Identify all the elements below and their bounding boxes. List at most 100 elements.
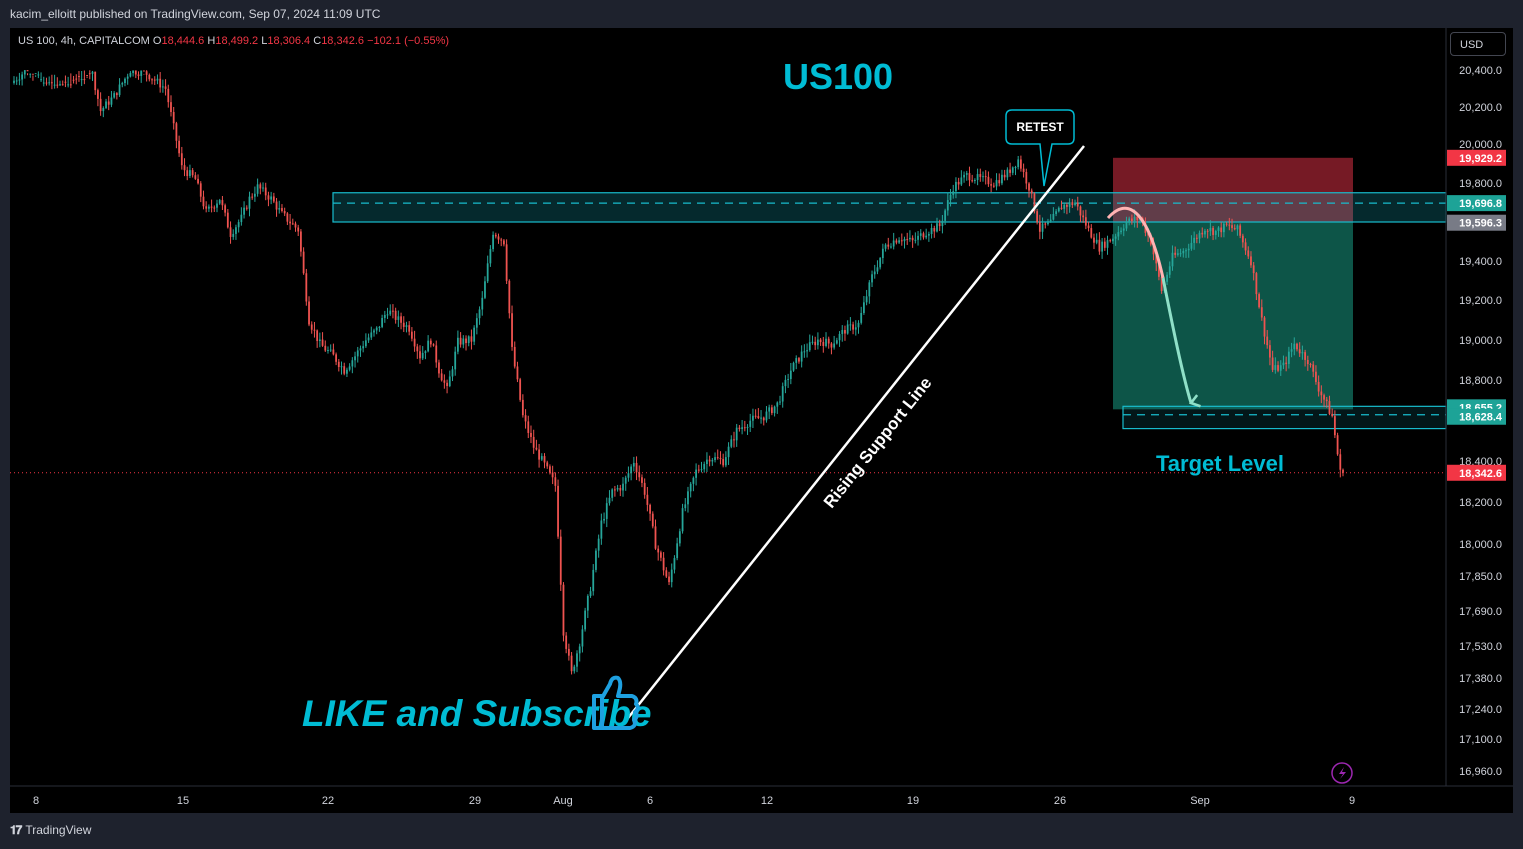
candle-body	[863, 302, 865, 313]
candle-body	[475, 318, 478, 328]
candle-body	[1120, 230, 1122, 233]
candle-body	[343, 366, 346, 374]
candle-body	[884, 244, 887, 249]
tradingview-logo[interactable]: 𝟏𝟕 TradingView	[10, 823, 91, 838]
candle-body	[1122, 228, 1125, 231]
candle-body	[789, 370, 792, 380]
candle-body	[383, 315, 386, 318]
candle-body	[429, 340, 432, 345]
candle-body	[562, 584, 565, 636]
candle-body	[933, 227, 936, 232]
candle-body	[1020, 159, 1022, 169]
candle-body	[638, 472, 641, 478]
candle-body	[941, 220, 944, 227]
price-tick-label: 19,400.0	[1459, 256, 1502, 268]
candle-body	[1231, 225, 1233, 228]
candle-body	[53, 84, 56, 86]
candle-body	[616, 488, 619, 490]
candle-body	[229, 227, 232, 237]
candle-body	[240, 214, 243, 223]
candle-body	[846, 324, 849, 334]
candle-body	[267, 195, 270, 200]
candle-body	[316, 330, 319, 341]
candle-body	[1057, 207, 1060, 212]
candle-body	[394, 310, 397, 320]
candle-body	[724, 457, 727, 466]
candle-body	[643, 482, 646, 495]
candle-body	[795, 358, 798, 363]
candle-body	[673, 558, 676, 570]
candle-body	[692, 477, 695, 484]
candle-body	[446, 382, 448, 387]
candle-body	[1128, 218, 1131, 222]
candle-body	[1166, 274, 1168, 282]
candle-body	[1093, 237, 1095, 243]
price-tick-label: 17,380.0	[1459, 673, 1502, 685]
candle-body	[297, 227, 300, 232]
candle-body	[1030, 190, 1033, 194]
candle-body	[1125, 221, 1128, 229]
candle-body	[167, 88, 170, 103]
candle-body	[773, 406, 776, 414]
candle-body	[465, 338, 467, 344]
candle-body	[641, 477, 643, 483]
candle-body	[159, 78, 162, 88]
footer: 𝟏𝟕 TradingView	[0, 813, 1523, 849]
candle-body	[118, 84, 121, 96]
candle-body	[873, 271, 876, 275]
candle-body	[1296, 343, 1298, 350]
candle-body	[1277, 365, 1279, 371]
candle-body	[1285, 362, 1288, 364]
candle-body	[1130, 218, 1133, 221]
price-tag-label: 19,696.8	[1459, 198, 1502, 210]
candle-body	[1174, 252, 1177, 255]
candle-body	[578, 646, 581, 654]
price-tick-label: 17,690.0	[1459, 606, 1502, 618]
candle-body	[838, 333, 841, 341]
candle-body	[26, 70, 29, 72]
candle-body	[1063, 204, 1066, 209]
candle-body	[581, 629, 584, 647]
candle-body	[205, 206, 208, 209]
candle-body	[1011, 167, 1014, 173]
candle-body	[979, 174, 982, 177]
candle-body	[199, 183, 202, 197]
candle-body	[226, 212, 229, 228]
candle-body	[1182, 250, 1185, 254]
candle-body	[1282, 362, 1285, 366]
candle-body	[389, 310, 392, 315]
candle-body	[1158, 263, 1160, 277]
candle-body	[83, 79, 86, 81]
price-tick-label: 19,000.0	[1459, 335, 1502, 347]
candle-body	[608, 497, 611, 504]
candle-body	[15, 80, 18, 82]
candle-body	[67, 84, 70, 86]
candle-body	[207, 206, 210, 209]
candle-body	[1244, 242, 1247, 251]
projection-arrow	[1161, 277, 1201, 408]
candle-body	[868, 282, 871, 297]
candle-body	[1331, 413, 1334, 417]
chart-area[interactable]: Rising Support Line US100 RETEST Target Lev…	[10, 28, 1513, 813]
candle-body	[706, 459, 708, 465]
candle-body	[1274, 365, 1277, 370]
candle-body	[833, 343, 836, 348]
candle-body	[1193, 237, 1196, 243]
low-label: L	[261, 35, 268, 47]
candle-body	[1041, 223, 1044, 232]
candle-body	[1038, 222, 1041, 232]
candle-body	[161, 86, 164, 88]
candle-body	[235, 227, 237, 234]
candle-body	[1025, 172, 1028, 184]
candle-body	[1342, 469, 1344, 473]
price-tag-badge	[1447, 464, 1506, 481]
candle-body	[454, 351, 457, 370]
candle-body	[1101, 241, 1104, 252]
high-value: 18,499.2	[215, 35, 259, 47]
currency-button[interactable]: USD	[1450, 32, 1506, 56]
candle-body	[700, 469, 703, 471]
candle-body	[302, 251, 305, 274]
candle-body	[968, 173, 971, 181]
candle-body	[881, 248, 884, 259]
